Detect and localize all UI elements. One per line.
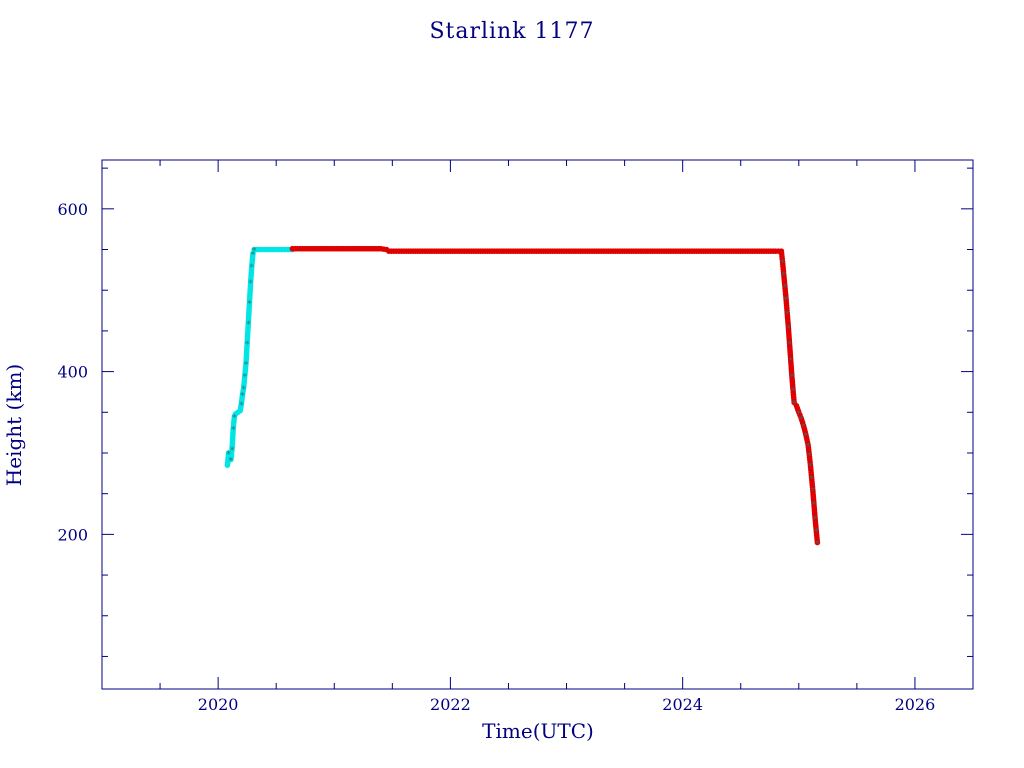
x-tick-label: 2020: [198, 695, 239, 714]
data-marker: *: [240, 391, 245, 401]
x-tick-label: 2022: [430, 695, 471, 714]
x-axis-title: Time(UTC): [482, 719, 594, 743]
data-marker: *: [801, 422, 806, 432]
data-marker: *: [808, 462, 813, 472]
data-marker: *: [806, 442, 811, 452]
data-marker: *: [780, 259, 785, 269]
data-marker: *: [797, 409, 802, 419]
data-marker: *: [247, 299, 252, 309]
data-marker: *: [243, 373, 248, 383]
data-marker: *: [809, 474, 814, 484]
data-marker: *: [810, 487, 815, 497]
x-tick-label: 2026: [895, 695, 936, 714]
data-marker: *: [787, 340, 792, 350]
data-marker: *: [804, 431, 809, 441]
series-0: [224, 246, 296, 468]
data-marker: *: [244, 360, 249, 370]
plot-frame: [101, 159, 974, 690]
data-marker: *: [250, 263, 255, 273]
data-marker: *: [812, 500, 817, 510]
data-marker: *: [245, 340, 250, 350]
data-marker: *: [791, 387, 796, 397]
marker-overlay: ****************************************…: [226, 247, 820, 550]
data-marker: *: [785, 310, 790, 320]
data-marker: *: [786, 324, 791, 334]
data-marker: *: [788, 356, 793, 366]
data-marker: *: [815, 540, 820, 550]
data-marker: *: [784, 295, 789, 305]
data-marker: *: [241, 385, 246, 395]
y-tick-label: 200: [57, 525, 88, 544]
data-marker: *: [783, 283, 788, 293]
data-marker: *: [813, 515, 818, 525]
x-tick-label: 2024: [662, 695, 703, 714]
chart-title: Starlink 1177: [429, 19, 594, 44]
data-marker: *: [251, 251, 256, 261]
data-series: ****************************************…: [224, 245, 821, 550]
data-marker: *: [229, 456, 234, 466]
data-marker: *: [232, 413, 237, 423]
data-marker: *: [248, 279, 253, 289]
data-marker: *: [807, 452, 812, 462]
data-marker: *: [231, 426, 236, 436]
data-marker: *: [230, 446, 235, 456]
data-marker: *: [781, 271, 786, 281]
data-marker: *: [246, 320, 251, 330]
data-marker: *: [792, 400, 797, 410]
axis-ticks: [101, 160, 974, 689]
data-point: [814, 539, 821, 546]
data-marker: *: [252, 247, 257, 257]
data-marker: *: [239, 401, 244, 411]
axis-tick-labels: 2020 2022 2024 2026 200 400 600: [57, 200, 935, 714]
data-marker: *: [814, 527, 819, 537]
data-marker: *: [799, 415, 804, 425]
data-marker: *: [790, 373, 795, 383]
y-tick-label: 600: [57, 200, 88, 219]
y-tick-label: 400: [57, 363, 88, 382]
y-axis-title: Height (km): [2, 364, 26, 486]
data-marker: *: [226, 450, 231, 460]
series-1: [289, 245, 821, 546]
